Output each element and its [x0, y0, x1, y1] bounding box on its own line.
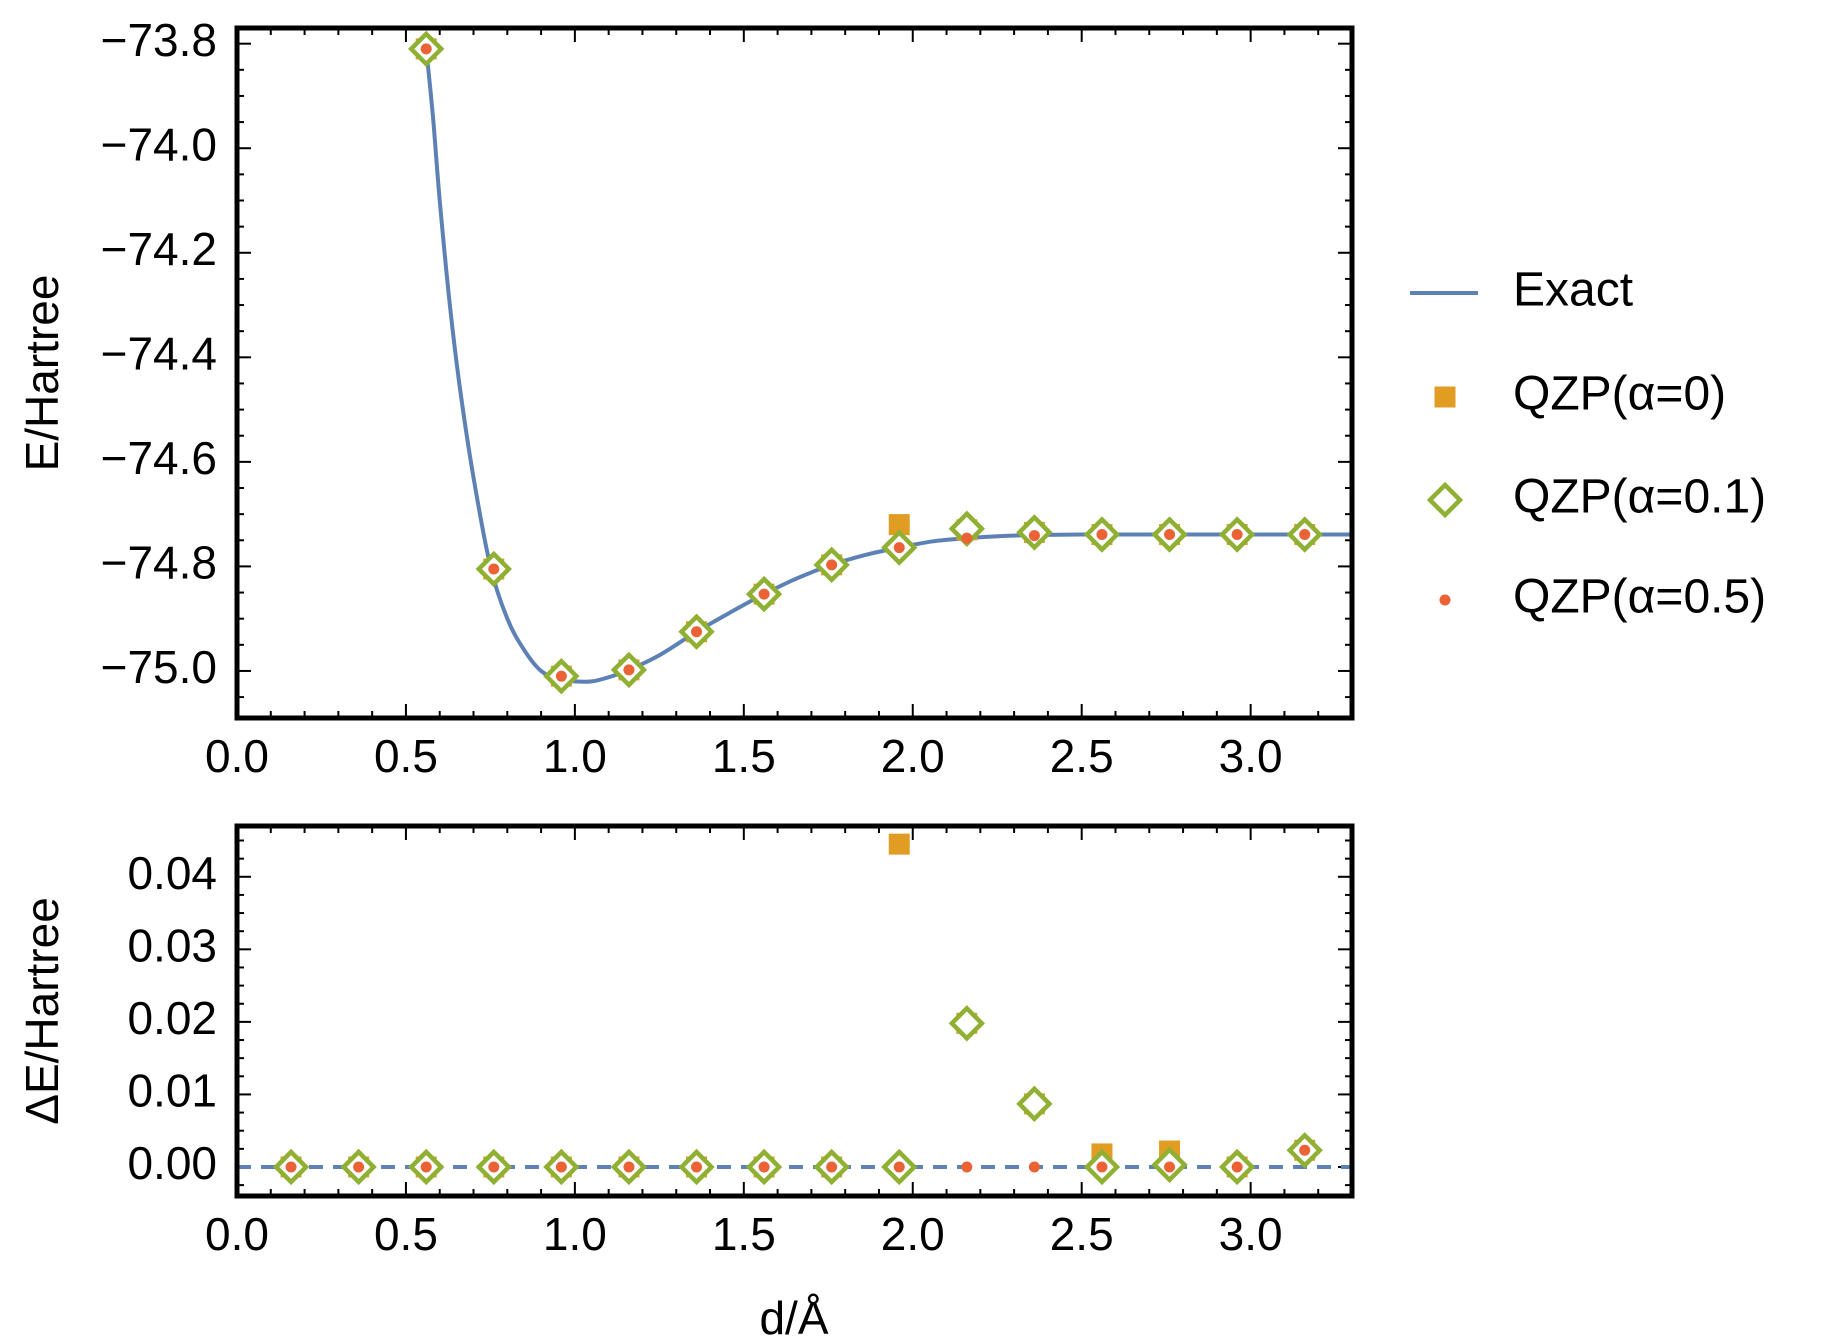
- bottom-plot-frame: [234, 823, 1355, 1199]
- delta-energy-plot: 0.0 0.5 1.0 1.5 2.0 2.5 3.0 0.000.010.020.030.…: [16, 823, 1355, 1341]
- legend-label: QZP(α=0.1): [1513, 471, 1766, 524]
- x-tick-label: 3.0: [1219, 730, 1283, 782]
- dot-marker: [893, 542, 905, 554]
- x-tick-label: 0.5: [374, 1208, 438, 1260]
- y-tick-label: 0.00: [127, 1137, 217, 1189]
- dot-marker: [893, 1161, 905, 1173]
- dot-marker: [353, 1161, 365, 1173]
- x-tick-label: 1.5: [712, 730, 776, 782]
- dot-marker: [691, 1161, 703, 1173]
- top-markers-layer: [408, 30, 1323, 695]
- dot-marker: [1231, 529, 1243, 541]
- x-tick-label: 2.5: [1050, 730, 1114, 782]
- dot-marker: [826, 1161, 838, 1173]
- top-y-axis-title: E/Hartree: [16, 275, 68, 472]
- x-tick-label: 1.0: [543, 730, 607, 782]
- dot-marker: [285, 1161, 297, 1173]
- x-tick-label: 1.0: [543, 1208, 607, 1260]
- dot-marker: [1028, 1161, 1040, 1173]
- legend-item: QZP(α=0.1): [1426, 471, 1766, 524]
- bottom-y-tick-labels: 0.00 0.01 0.02 0.03 0.04: [127, 847, 217, 1189]
- x-tick-label: 0.0: [205, 730, 269, 782]
- dot-marker: [623, 1161, 635, 1173]
- legend-item: QZP(α=0.5): [1439, 571, 1766, 624]
- legend-diamond-swatch: [1426, 481, 1464, 519]
- top-grid-ticks: [236, 28, 1353, 718]
- bottom-grid-ticks: [236, 826, 1353, 1196]
- bottom-x-tick-labels: 0.0 0.5 1.0 1.5 2.0 2.5 3.0: [205, 1208, 1283, 1260]
- y-tick-label: 0.03: [127, 919, 217, 971]
- dot-marker: [1096, 1161, 1108, 1173]
- bottom-markers-layer: [272, 833, 1323, 1186]
- top-x-tick-labels: 0.0 0.5 1.0 1.5 2.0 2.5 3.0: [205, 730, 1283, 782]
- top-plot-frame: [234, 25, 1355, 721]
- x-axis-title: d/Å: [759, 1292, 828, 1341]
- legend-item: Exact: [1410, 264, 1633, 317]
- y-tick-label: −74.6: [101, 432, 217, 484]
- exact-curve: [424, 48, 1352, 684]
- x-tick-label: 0.0: [205, 1208, 269, 1260]
- dot-marker: [1096, 529, 1108, 541]
- dot-marker: [758, 588, 770, 600]
- y-tick-label: −74.4: [101, 327, 217, 379]
- y-tick-label: 0.02: [127, 992, 217, 1044]
- dot-marker: [420, 43, 432, 55]
- dot-marker: [826, 559, 838, 571]
- legend-item: QZP(α=0): [1434, 368, 1726, 421]
- legend-dot-swatch: [1439, 594, 1451, 606]
- dot-marker: [1028, 530, 1040, 542]
- x-tick-label: 1.5: [712, 1208, 776, 1260]
- dot-marker: [961, 1161, 973, 1173]
- dot-marker: [758, 1161, 770, 1173]
- y-tick-label: −74.0: [101, 118, 217, 170]
- x-tick-label: 0.5: [374, 730, 438, 782]
- dot-marker: [623, 664, 635, 676]
- dot-marker: [420, 1161, 432, 1173]
- dot-marker: [555, 670, 567, 682]
- diamond-marker: [948, 1005, 986, 1042]
- diamond-marker: [1016, 1085, 1053, 1123]
- legend-label: Exact: [1513, 264, 1633, 317]
- legend: Exact QZP(α=0) QZP(α=0.1) QZP(α=0.5): [1410, 264, 1766, 624]
- energy-plot: 0.0 0.5 1.0 1.5 2.0 2.5 3.0 −73.8 −74.0 −74.2 −74…: [16, 14, 1355, 782]
- legend-label: QZP(α=0): [1513, 368, 1726, 421]
- y-tick-label: −75.0: [101, 641, 217, 693]
- x-tick-label: 2.0: [881, 730, 945, 782]
- dot-marker: [691, 626, 703, 638]
- dot-marker: [1164, 1161, 1176, 1173]
- y-tick-label: 0.04: [127, 847, 217, 899]
- y-tick-label: 0.01: [127, 1065, 217, 1117]
- y-tick-label: −74.2: [101, 223, 217, 275]
- dot-marker: [961, 532, 973, 544]
- y-tick-label: −74.8: [101, 537, 217, 589]
- dot-marker: [488, 563, 500, 575]
- dot-marker: [1231, 1161, 1243, 1173]
- dot-marker: [488, 1161, 500, 1173]
- top-y-tick-labels: −73.8 −74.0 −74.2 −74.4 −74.6 −74.8 −75.0: [101, 14, 217, 693]
- y-tick-label: −73.8: [101, 14, 217, 66]
- dot-marker: [1299, 529, 1311, 541]
- x-tick-label: 3.0: [1219, 1208, 1283, 1260]
- exact-curve-layer: [424, 48, 1352, 684]
- dot-marker: [555, 1161, 567, 1173]
- legend-square-swatch: [1434, 386, 1456, 408]
- square-marker: [888, 514, 910, 536]
- dot-marker: [1299, 1144, 1311, 1156]
- bottom-y-axis-title: ΔE/Hartree: [16, 897, 68, 1125]
- diamond-marker: [948, 510, 986, 547]
- square-marker: [888, 833, 910, 855]
- x-tick-label: 2.5: [1050, 1208, 1114, 1260]
- legend-label: QZP(α=0.5): [1513, 571, 1766, 624]
- x-tick-label: 2.0: [881, 1208, 945, 1260]
- dot-marker: [1164, 529, 1176, 541]
